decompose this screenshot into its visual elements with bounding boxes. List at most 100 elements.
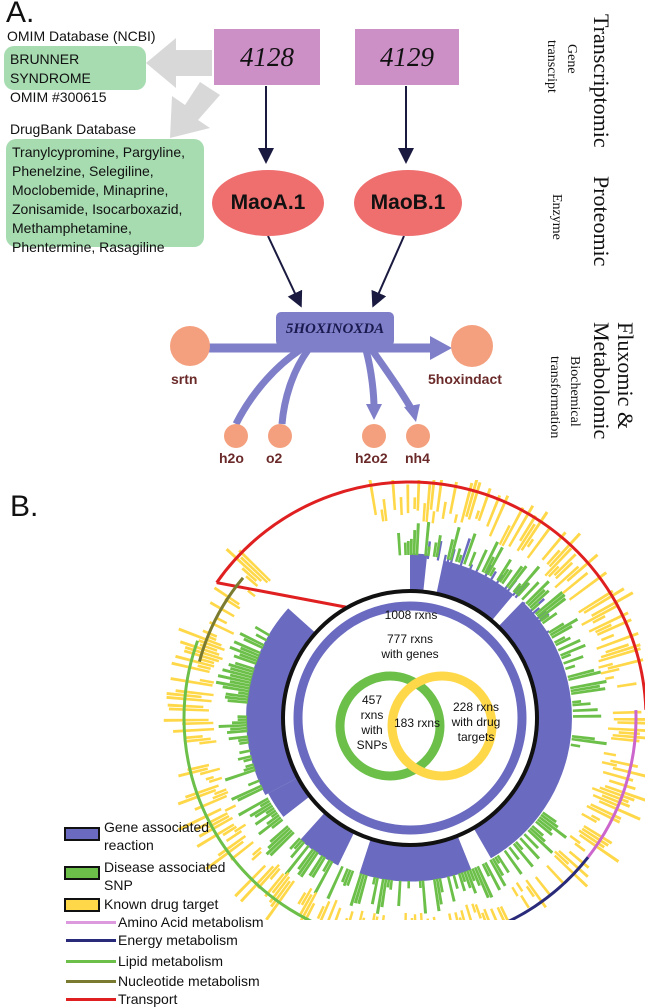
snp-segment [572,702,591,707]
amino-acid-arc [586,710,638,859]
snp-segment [521,581,540,601]
snp-segment [229,673,252,682]
snp-segment [403,542,407,556]
center-drugs-line: with drug [451,715,501,729]
drug-segment [519,514,537,542]
snp-segment [561,653,572,660]
drug-segment [489,908,498,920]
drug-segment [526,538,535,548]
snp-segment [270,811,279,819]
snp-segment [222,685,250,693]
drug-segment [526,526,552,559]
drug-segment [179,640,220,656]
drug-segment [431,511,436,524]
snp-segment [486,546,504,576]
drug-segment [299,891,318,920]
snp-segment [271,818,284,830]
center-snps-label: 457 rxns with SNPs [350,693,394,753]
drug-segment [173,727,215,733]
snp-segment [454,548,462,563]
drug-segment [553,553,577,577]
drug-line: Methamphetamine, [12,220,132,236]
drug-segment [271,871,290,894]
drug-segment [601,794,631,808]
snp-segment [535,820,553,836]
snp-segment [237,797,269,817]
snp-segment [571,735,595,741]
snp-segment [297,850,317,876]
drug-segment [368,480,378,516]
transport-edge [216,581,347,609]
drug-segment [212,790,229,800]
drug-segment [441,501,447,520]
drugbank-box: Tranylcypromine, Pargyline, Phenelzine, … [6,139,204,255]
drug-segment [592,794,618,807]
snp-segment [432,878,441,912]
drug-segment [554,565,580,589]
drug-segment [199,678,215,684]
snp-segment [238,691,249,696]
center-snps-line: with [361,723,383,737]
snp-segment [572,708,598,713]
snp-segment [557,638,581,652]
snp-segment [227,699,248,704]
drug-segment [602,770,634,782]
drug-segment [599,786,635,802]
snp-ring [215,521,607,915]
drug-segment [481,912,487,920]
snp-segment [228,735,249,741]
drug-segment [547,565,560,578]
gene-band [473,601,572,859]
center-snps-line: rxns [360,708,384,722]
drug-segment [605,675,615,680]
gene-band [268,777,310,817]
snp-segment [233,640,261,655]
legend-drug-text: Known drug target [104,896,219,912]
snp-segment [446,876,456,902]
snp-segment [463,871,472,889]
snp-segment [541,612,558,625]
drug-segment [592,615,606,624]
snp-segment [565,664,576,671]
drug-segment [198,657,215,665]
drug-line: Phenelzine, Selegiline, [12,163,154,179]
snp-segment [466,870,478,894]
drug-segment [600,633,615,642]
drug-segment [617,682,637,688]
layer-subtitle-transformation: transformation [547,356,562,439]
drug-segment [182,721,214,726]
drug-segment [348,911,354,920]
snp-segment [228,663,255,674]
snp-segment [570,687,606,696]
layer-title-fluxomic: Fluxomic & [613,322,638,429]
snp-segment [231,721,248,725]
layer-title-transcriptomic: Transcriptomic [589,14,614,148]
center-disc [281,589,539,847]
snp-segment [238,738,249,743]
drug-segment [268,876,291,904]
nucleotide-arc [197,576,245,662]
legend-snp-line: Disease associated [104,859,226,875]
snp-segment [407,880,410,889]
snp-segment [529,827,546,843]
drug-segment [566,553,599,582]
energy-arc [507,856,590,920]
snp-segment [410,538,413,556]
drug-segment [345,917,349,920]
center-drugs-line: targets [457,730,495,744]
snp-segment [239,653,258,663]
gene-spike [521,601,526,606]
drug-segment [299,893,313,915]
snp-segment [435,878,443,905]
snp-segment [247,779,260,787]
circular-network-plot [163,480,645,920]
snp-segment [217,674,252,685]
snp-segment [542,811,557,824]
legend-snp-swatch [64,866,100,880]
metabolite-product-circle [451,325,493,367]
omim-line: OMIM #300615 [10,89,107,105]
omim-line: BRUNNER SYNDROME [10,51,91,86]
snp-segment [494,856,501,864]
drug-segment [422,503,427,522]
snp-segment [563,655,584,665]
